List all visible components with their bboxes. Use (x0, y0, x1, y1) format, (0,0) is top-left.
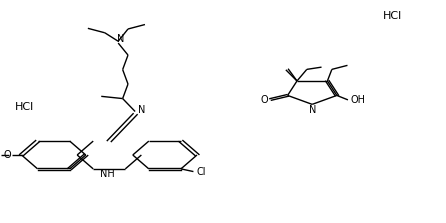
Text: HCl: HCl (383, 11, 402, 21)
Text: NH: NH (99, 169, 115, 179)
Text: OH: OH (350, 95, 365, 105)
Text: N: N (117, 34, 124, 44)
Text: N: N (138, 105, 145, 115)
Text: N: N (309, 105, 316, 115)
Text: Cl: Cl (197, 167, 206, 177)
Text: HCl: HCl (15, 102, 34, 112)
Text: O: O (4, 150, 11, 160)
Text: O: O (260, 95, 268, 105)
